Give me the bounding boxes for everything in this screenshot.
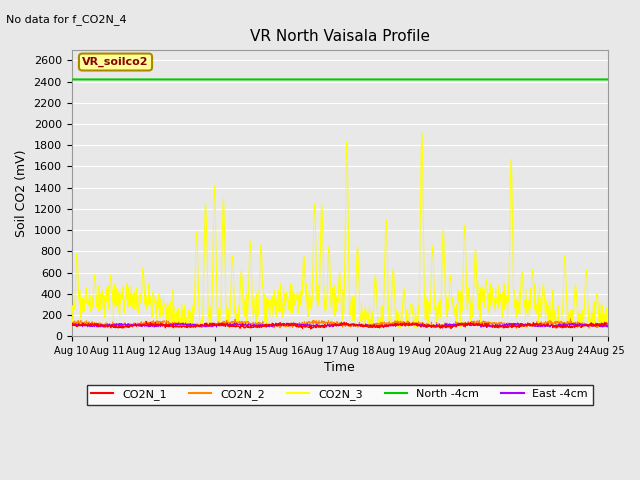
Title: VR North Vaisala Profile: VR North Vaisala Profile xyxy=(250,29,429,44)
Y-axis label: Soil CO2 (mV): Soil CO2 (mV) xyxy=(15,149,28,237)
Text: No data for f_CO2N_4: No data for f_CO2N_4 xyxy=(6,14,127,25)
Text: VR_soilco2: VR_soilco2 xyxy=(83,57,148,67)
Legend: CO2N_1, CO2N_2, CO2N_3, North -4cm, East -4cm: CO2N_1, CO2N_2, CO2N_3, North -4cm, East… xyxy=(86,385,593,405)
X-axis label: Time: Time xyxy=(324,361,355,374)
